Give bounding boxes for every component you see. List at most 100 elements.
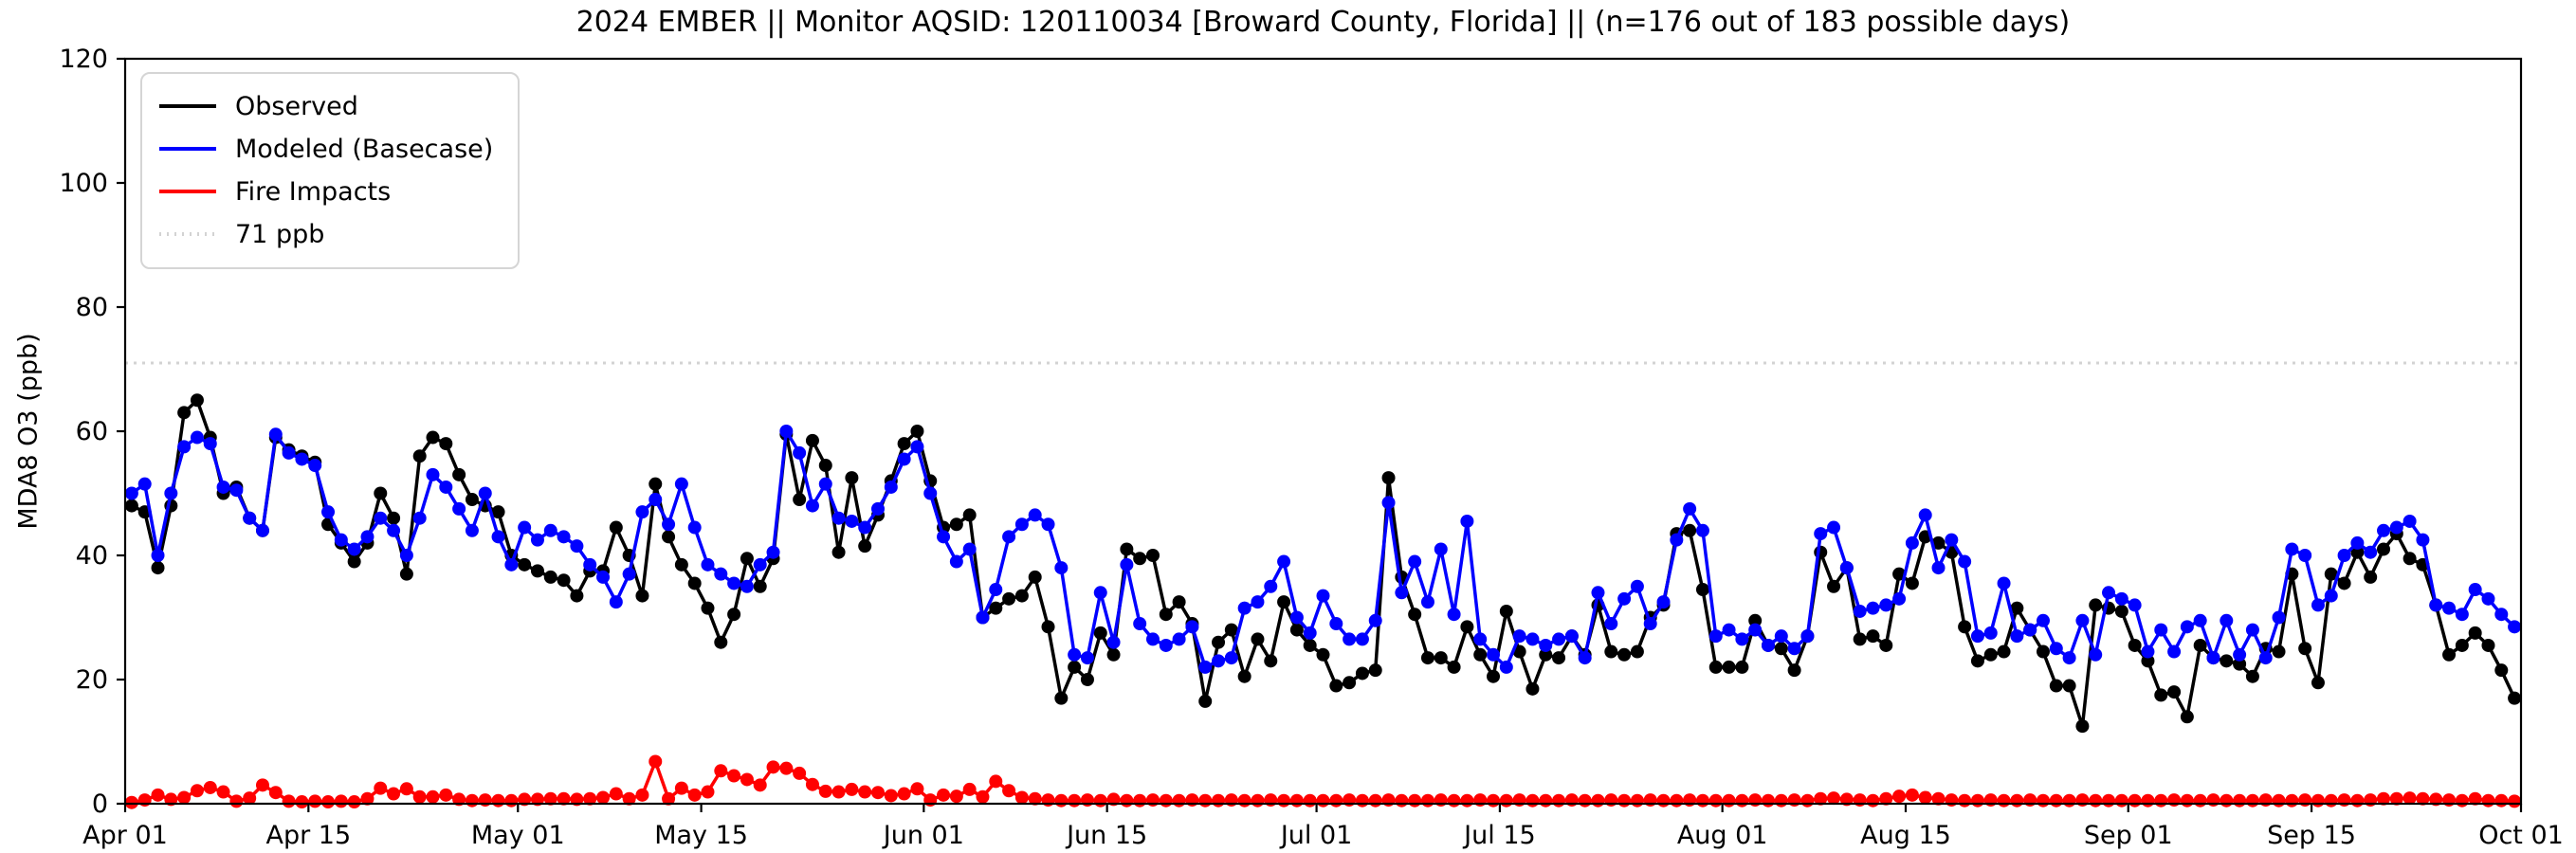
series-point — [662, 530, 676, 544]
series-point — [1054, 793, 1069, 808]
series-point — [701, 785, 715, 799]
series-point — [2154, 623, 2168, 637]
series-point — [2258, 651, 2273, 665]
series-point — [649, 477, 663, 491]
series-point — [2062, 793, 2076, 808]
series-point — [137, 477, 152, 491]
series-point — [543, 791, 557, 806]
series-point — [1172, 632, 1186, 646]
series-point — [1355, 632, 1369, 646]
series-point — [1866, 601, 1880, 615]
series-point — [1145, 632, 1160, 646]
series-point — [1918, 508, 1932, 522]
series-point — [1774, 793, 1788, 808]
series-point — [674, 781, 688, 795]
series-point — [1630, 793, 1644, 808]
series-point — [818, 477, 832, 491]
series-point — [1289, 610, 1304, 625]
series-point — [1761, 638, 1775, 652]
series-point — [1827, 520, 1841, 535]
series-point — [1487, 793, 1501, 808]
series-point — [2442, 647, 2457, 662]
series-point — [1434, 651, 1448, 665]
series-point — [596, 790, 611, 805]
series-point — [1355, 666, 1369, 681]
series-point — [334, 794, 348, 808]
series-point — [268, 427, 283, 442]
series-point — [609, 787, 623, 801]
series-point — [2455, 638, 2469, 652]
series-point — [1617, 591, 1632, 606]
series-point — [1237, 793, 1251, 808]
series-point — [1080, 673, 1094, 686]
series-point — [1041, 517, 1055, 532]
series-point — [1827, 791, 1841, 806]
series-point — [1591, 793, 1605, 808]
series-point — [190, 430, 204, 445]
series-point — [1329, 679, 1343, 693]
series-point — [2402, 791, 2417, 806]
series-point — [2324, 567, 2338, 581]
series-point — [1329, 617, 1343, 631]
series-point — [243, 791, 257, 806]
series-point — [1303, 626, 1317, 640]
series-point — [2233, 657, 2247, 671]
series-point — [347, 795, 361, 809]
series-point — [1237, 669, 1251, 683]
series-point — [818, 784, 832, 798]
series-point — [2337, 576, 2351, 590]
series-point — [2220, 613, 2234, 627]
series-point — [714, 764, 728, 778]
series-point — [2508, 691, 2522, 705]
series-point — [1028, 508, 1042, 522]
series-point — [2062, 679, 2076, 693]
legend-label: Fire Impacts — [235, 177, 392, 207]
series-point — [1251, 595, 1265, 609]
series-point — [1630, 579, 1644, 593]
series-point — [1931, 535, 1946, 550]
series-point — [1958, 620, 1972, 634]
series-point — [347, 542, 361, 556]
series-point — [1120, 542, 1134, 556]
series-point — [1212, 654, 1226, 668]
series-point — [740, 552, 754, 566]
series-point — [2128, 598, 2142, 612]
series-point — [2010, 629, 2024, 644]
series-point — [203, 780, 217, 794]
series-point — [504, 793, 519, 808]
series-point — [2102, 586, 2116, 600]
series-point — [649, 493, 663, 507]
series-point — [2089, 598, 2103, 612]
series-point — [1420, 651, 1434, 665]
series-point — [2402, 514, 2417, 528]
series-point — [1905, 576, 1919, 590]
series-point — [1145, 549, 1160, 562]
series-point — [923, 486, 938, 500]
series-point — [2010, 601, 2024, 615]
series-point — [1002, 591, 1016, 606]
series-point — [793, 493, 807, 507]
series-point — [1460, 620, 1474, 634]
series-point — [1002, 784, 1016, 798]
series-point — [2377, 523, 2391, 537]
series-point — [2416, 791, 2430, 806]
series-point — [1997, 576, 2011, 590]
series-point — [1499, 660, 1513, 674]
series-point — [1264, 654, 1278, 668]
series-point — [1014, 589, 1029, 603]
series-point — [687, 788, 702, 802]
series-point — [2010, 793, 2024, 808]
series-point — [1381, 471, 1396, 485]
series-point — [1093, 793, 1107, 808]
series-point — [452, 467, 466, 481]
legend-label: Modeled (Basecase) — [235, 135, 494, 164]
series-point — [622, 791, 636, 806]
series-point — [1735, 660, 1749, 674]
series-point — [282, 794, 296, 808]
series-point — [845, 514, 859, 528]
series-point — [1617, 793, 1632, 808]
series-point — [1748, 623, 1763, 637]
series-point — [2167, 644, 2182, 659]
series-point — [609, 595, 623, 609]
series-point — [2049, 793, 2063, 808]
